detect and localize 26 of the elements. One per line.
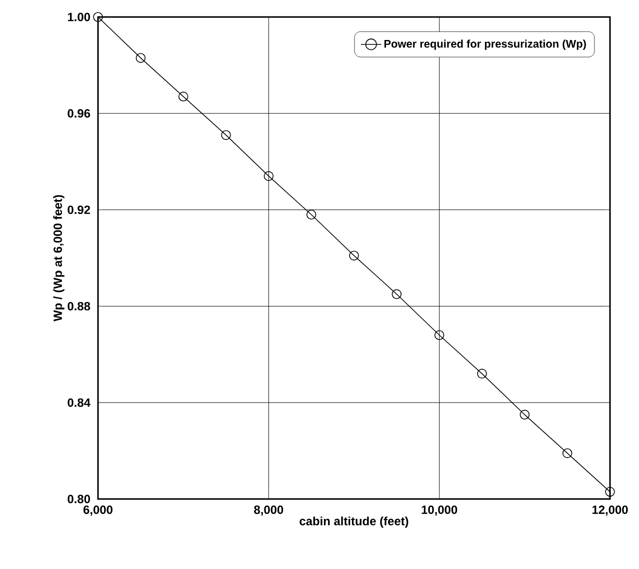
point xyxy=(221,130,231,140)
x-tick-label: 12,000 xyxy=(592,506,628,516)
x-tick-label: 8,000 xyxy=(254,506,284,516)
y-tick-label: 0.88 xyxy=(68,302,90,310)
point xyxy=(434,330,444,340)
legend-label: Power required for pressurization (Wp) xyxy=(384,40,586,50)
x-tick-label: 10,000 xyxy=(422,506,458,516)
point xyxy=(178,92,188,102)
x-tick-label: 6,000 xyxy=(83,506,112,516)
y-tick-label: 0.92 xyxy=(68,206,90,214)
point xyxy=(562,448,572,458)
point xyxy=(605,486,615,497)
point xyxy=(93,12,103,22)
y-tick-label: 0.80 xyxy=(68,494,90,504)
point xyxy=(477,368,487,379)
point xyxy=(349,250,359,260)
y-tick-label: 0.96 xyxy=(68,109,90,118)
y-tick-label: 0.84 xyxy=(68,398,90,407)
point xyxy=(264,171,274,181)
point xyxy=(392,289,402,300)
y-axis-title: Wp / (Wp at 6,000 feet) xyxy=(53,195,64,322)
point xyxy=(306,210,316,220)
point xyxy=(136,53,146,63)
y-tick-label: 1.00 xyxy=(68,12,90,22)
point xyxy=(520,410,530,420)
x-axis-title: cabin altitude (feet) xyxy=(300,516,408,528)
